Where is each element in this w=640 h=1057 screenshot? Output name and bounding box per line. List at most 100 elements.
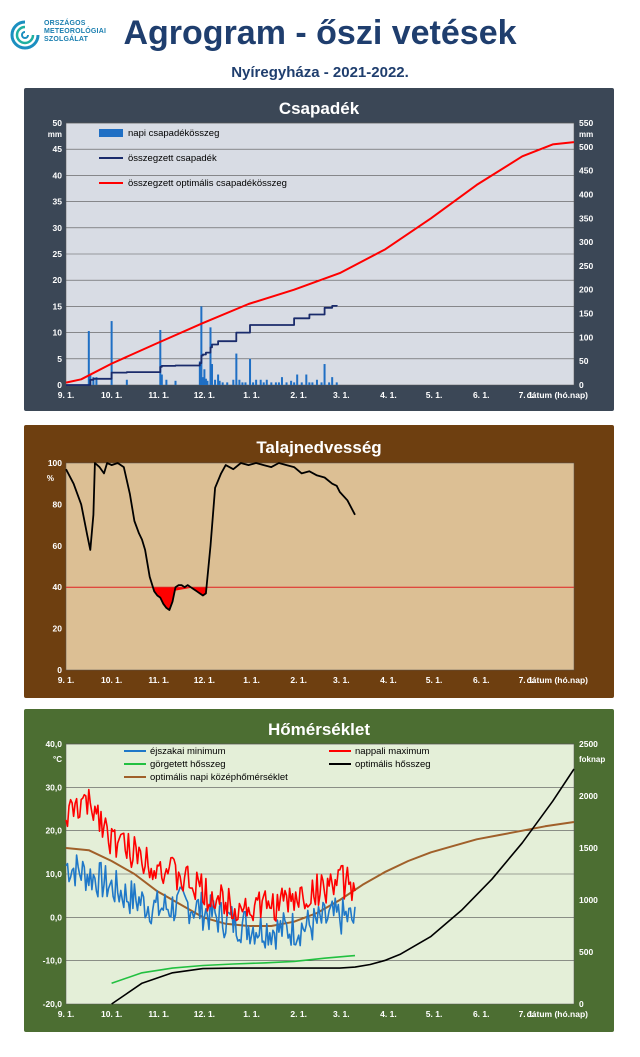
x-tick-label: 3. 1. xyxy=(333,675,350,685)
x-tick-label: 2. 1. xyxy=(290,675,307,685)
y-left-tick-label: 20 xyxy=(53,275,63,285)
logo-line-3: SZOLGÁLAT xyxy=(44,36,89,43)
x-tick-label: 4. 1. xyxy=(380,675,397,685)
y-right-tick-label: 2000 xyxy=(579,791,598,801)
precip-bar xyxy=(211,364,214,385)
chart-title: Talajnedvesség xyxy=(256,438,381,457)
rolling-heat-sum-line xyxy=(111,954,356,984)
plot-area xyxy=(65,462,575,671)
precip-bar xyxy=(92,377,95,385)
y-left-unit: mm xyxy=(48,130,62,139)
legend-label: összegzett optimális csapadékösszeg xyxy=(128,178,287,189)
precip-bar xyxy=(293,382,296,385)
precip-bar xyxy=(214,379,217,385)
y-left-tick-label: 45 xyxy=(53,144,63,154)
precip-bar xyxy=(285,382,288,385)
precip-bar xyxy=(201,377,204,385)
precip-bar xyxy=(238,379,241,385)
legend-label: nappali maximum xyxy=(355,746,430,757)
y-left-tick-label: 40,0 xyxy=(45,739,62,749)
precip-bar xyxy=(249,358,252,385)
legend-label: görgetett hősszeg xyxy=(150,759,226,770)
precip-bar xyxy=(274,382,277,385)
precip-bar xyxy=(323,364,326,385)
precip-bar xyxy=(226,382,229,385)
y-right-tick-label: 400 xyxy=(579,189,593,199)
x-tick-label: 5. 1. xyxy=(426,390,443,400)
precip-bar xyxy=(277,382,280,385)
y-left-unit: °C xyxy=(53,755,62,764)
y-right-tick-label: 450 xyxy=(579,166,593,176)
x-tick-label: 6. 1. xyxy=(473,1009,490,1019)
precip-bar xyxy=(110,321,113,385)
legend-label: összegzett csapadék xyxy=(128,153,217,164)
precip-bar xyxy=(235,353,238,385)
y-right-unit: mm xyxy=(579,130,593,139)
y-left-tick-label: 30 xyxy=(53,223,63,233)
x-tick-label: 4. 1. xyxy=(380,390,397,400)
logo-line-1: ORSZÁGOS xyxy=(44,20,86,27)
y-right-tick-label: 500 xyxy=(579,947,593,957)
precip-bar xyxy=(305,374,308,385)
y-right-tick-label: 1500 xyxy=(579,843,598,853)
precip-bar xyxy=(262,382,265,385)
precip-bar xyxy=(217,374,220,385)
page-title: Agrogram - őszi vetések xyxy=(123,14,517,52)
day-max-line xyxy=(65,788,356,922)
x-tick-label: 7. 1. xyxy=(519,1009,536,1019)
x-tick-label: 9. 1. xyxy=(58,675,75,685)
x-tick-label: 6. 1. xyxy=(473,390,490,400)
precip-bar xyxy=(255,379,258,385)
page-subtitle: Nyíregyháza - 2021-2022. xyxy=(231,64,409,81)
precip-bar xyxy=(265,379,268,385)
precip-bar xyxy=(221,382,224,385)
precip-bar xyxy=(95,377,98,385)
logo-swirl-icon xyxy=(10,20,40,50)
x-tick-label: 12. 1. xyxy=(194,675,215,685)
y-left-tick-label: 35 xyxy=(53,197,63,207)
precip-bar xyxy=(241,382,244,385)
precip-bar xyxy=(252,382,255,385)
chart-title: Csapadék xyxy=(279,99,360,118)
precip-bar xyxy=(218,380,221,385)
x-tick-label: 10. 1. xyxy=(101,675,122,685)
legend-label: optimális napi középhőmérséklet xyxy=(150,772,288,783)
y-right-tick-label: 0 xyxy=(579,380,584,390)
legend-label: napi csapadékösszeg xyxy=(128,128,219,139)
optimal-heat-sum-line xyxy=(111,768,575,1005)
x-tick-label: 3. 1. xyxy=(333,1009,350,1019)
y-right-tick-label: 300 xyxy=(579,237,593,247)
optimal-mean-temp-line xyxy=(65,821,575,927)
precip-bar xyxy=(203,369,206,385)
logo-line-2: METEOROLÓGIAI xyxy=(44,28,107,35)
y-left-tick-label: -10,0 xyxy=(43,956,63,966)
x-axis-label: dátum (hó.nap) xyxy=(527,675,589,685)
x-tick-label: 11. 1. xyxy=(148,390,169,400)
y-right-tick-label: 200 xyxy=(579,285,593,295)
x-tick-label: 12. 1. xyxy=(194,1009,215,1019)
x-tick-label: 2. 1. xyxy=(290,390,307,400)
x-tick-label: 2. 1. xyxy=(290,1009,307,1019)
x-tick-label: 10. 1. xyxy=(101,1009,122,1019)
x-tick-label: 5. 1. xyxy=(426,1009,443,1019)
y-left-tick-label: -20,0 xyxy=(43,999,63,1009)
y-unit: % xyxy=(47,474,54,483)
precip-bar xyxy=(270,382,273,385)
omsz-logo: ORSZÁGOS METEOROLÓGIAI SZOLGÁLAT xyxy=(8,18,118,54)
y-tick-label: 60 xyxy=(53,541,63,551)
y-left-tick-label: 0 xyxy=(57,380,62,390)
precip-bar xyxy=(204,378,207,385)
cumulative-precip-line xyxy=(66,304,338,386)
precip-bar xyxy=(320,382,323,385)
x-tick-label: 1. 1. xyxy=(243,1009,260,1019)
x-tick-label: 3. 1. xyxy=(333,390,350,400)
x-tick-label: 1. 1. xyxy=(243,675,260,685)
soil-moisture-line xyxy=(65,462,356,611)
y-tick-label: 80 xyxy=(53,499,63,509)
soil-moisture-panel: Talajnedvesség 9. 1. 10. 1. 11. 1. 12. 1. 1. … xyxy=(24,425,614,698)
y-left-tick-label: 50 xyxy=(53,118,63,128)
precip-bar xyxy=(259,379,262,385)
precip-bar xyxy=(280,377,283,385)
x-axis-label: dátum (hó.nap) xyxy=(527,1009,589,1019)
precip-bar xyxy=(232,379,235,385)
